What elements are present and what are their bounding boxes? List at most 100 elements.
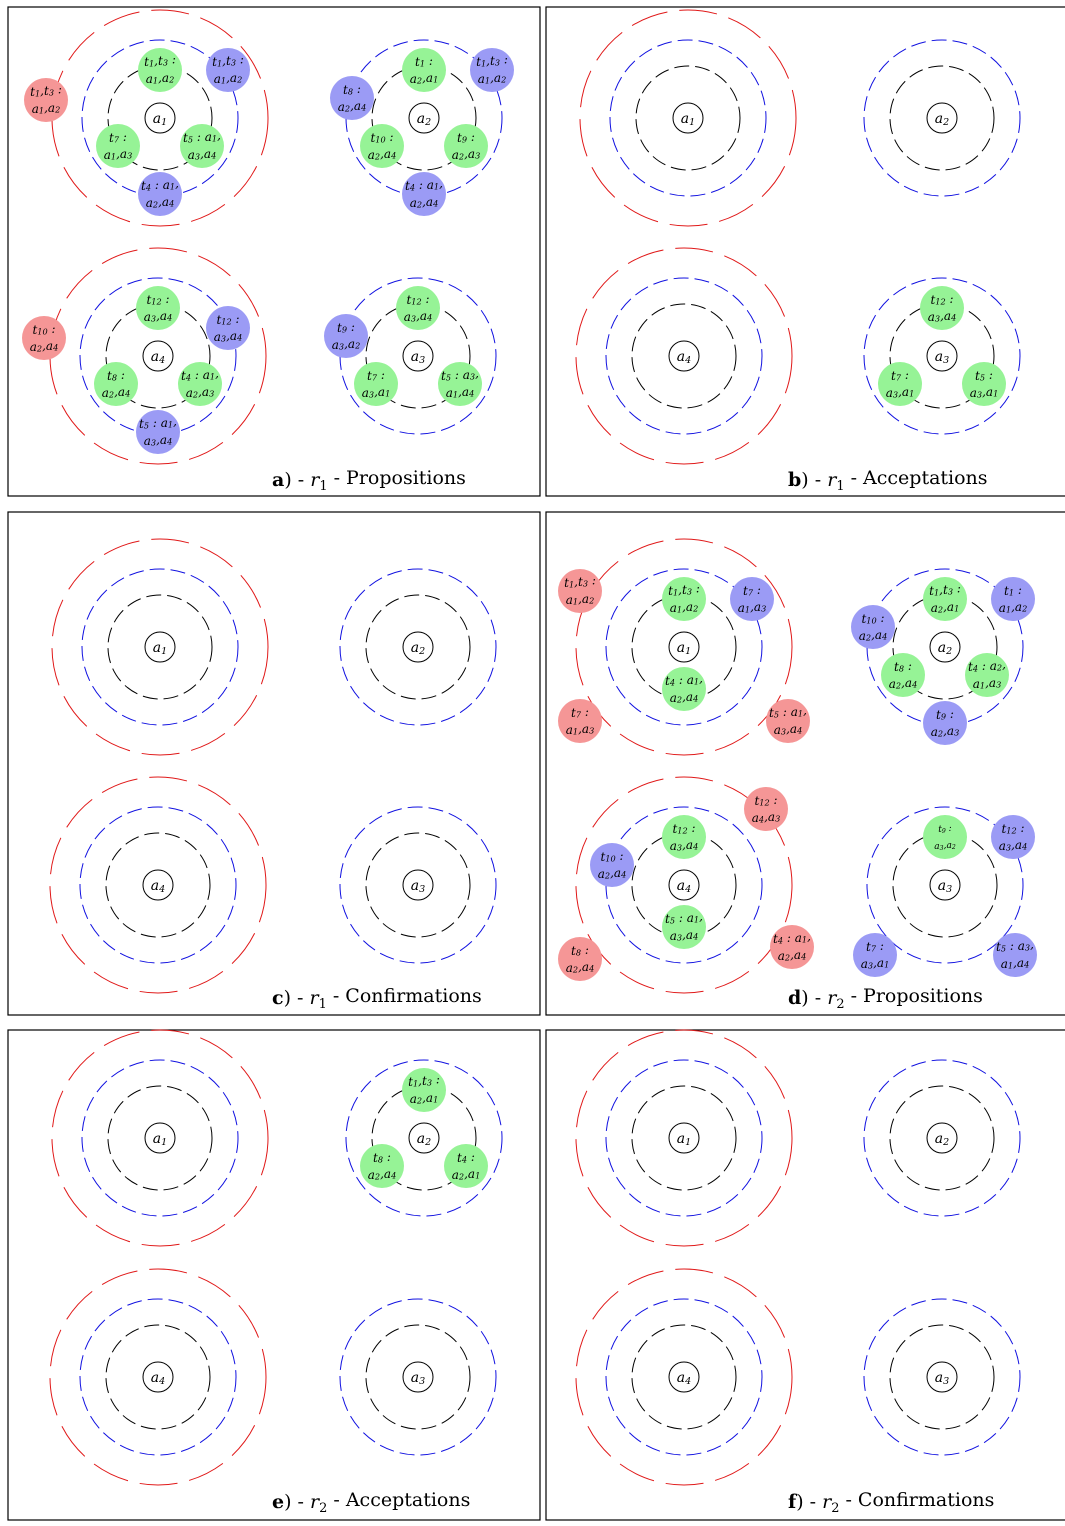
agent-circle — [668, 869, 700, 901]
agent-node-a1: a1​ — [579, 9, 797, 227]
token-bubble — [444, 1144, 488, 1188]
token-bubble — [851, 605, 895, 649]
red-ring — [575, 1268, 793, 1486]
token-green: t1​,t3​ : a1​,a2​ — [662, 577, 706, 621]
agent-circle — [144, 1122, 176, 1154]
token-bubble — [324, 314, 368, 358]
agent-label: a2​ — [417, 1131, 431, 1147]
token-green: t12​ : a3​,a4​ — [396, 286, 440, 330]
agent-circle — [402, 631, 434, 663]
token-label-line: t10​ : — [370, 129, 393, 144]
blue-ring — [609, 39, 767, 197]
black-ring — [889, 1085, 995, 1191]
token-label-line: t5​ : a1​, — [665, 909, 703, 925]
black-ring — [107, 1085, 213, 1191]
token-bubble — [920, 286, 964, 330]
token-label-line: t1​,t3​ : — [929, 581, 961, 597]
agent-node-a1: a1​ — [51, 1029, 269, 1247]
token-label-line: a1​,a2​ — [566, 591, 595, 606]
agent-circle — [668, 340, 700, 372]
agent-node-a3: a3​ — [339, 1298, 497, 1456]
agent-node-a1: a1​ t1​,t3​ : a1​,a2​ t4​ : a1​, a2​,a4​ t7​ … — [558, 538, 810, 756]
token-label-line: t12​ : — [754, 792, 777, 807]
token-label-line: a2​,a4​ — [30, 338, 59, 353]
token-bubble — [558, 937, 602, 981]
token-label-line: t9​ : — [936, 706, 954, 721]
agent-node-a1: a1​ — [575, 1029, 793, 1247]
token-label-line: t8​ : — [894, 658, 912, 673]
token-blue: t1​,t3​ : a1​,a2​ — [470, 48, 514, 92]
token-green: t4​ : a2​,a1​ — [444, 1144, 488, 1188]
agent-node-a1: a1​ — [51, 538, 269, 756]
token-green: t9​ : a3​,a2​ — [923, 815, 967, 859]
token-label-line: t4​ : a2​, — [968, 657, 1006, 673]
agent-label: a3​ — [935, 349, 949, 365]
black-ring — [631, 1085, 737, 1191]
token-label-line: a3​,a4​ — [670, 927, 699, 942]
token-green: t1​,t3​ : a2​,a1​ — [402, 1068, 446, 1112]
token-label-line: t8​ : — [343, 81, 361, 96]
agent-circle — [668, 1361, 700, 1393]
agent-circle — [926, 1361, 958, 1393]
token-label-line: t7​ : — [866, 938, 884, 953]
token-label-line: t5​ : a3​, — [996, 937, 1034, 953]
token-bubble — [993, 933, 1037, 977]
agent-circle — [926, 102, 958, 134]
token-green: t1​,t3​ : a1​,a2​ — [138, 48, 182, 92]
token-label-line: t9​ : — [337, 319, 355, 334]
panel-f: a1​ a2​ a4​ a3​ f) - r2 - Confirmations — [545, 1029, 1065, 1521]
token-label-line: a1​,a2​ — [214, 70, 243, 85]
token-label-line: a3​,a4​ — [214, 328, 243, 343]
agent-circle — [402, 340, 434, 372]
token-label-line: t9​ : — [457, 129, 475, 144]
agent-label: a4​ — [151, 878, 165, 894]
token-label-line: t1​ : — [1004, 582, 1022, 597]
blue-ring — [81, 39, 239, 197]
agent-node-a2: a2​ — [863, 1059, 1021, 1217]
token-label-line: a3​,a1​ — [886, 384, 915, 399]
agent-node-a2: a2​ t1​,t3​ : a2​,a1​ t8​ : a2​,a4​ t4​ : a2​,… — [345, 1059, 503, 1217]
token-label-line: t12​ : — [146, 291, 169, 306]
token-green: t8​ : a2​,a4​ — [94, 362, 138, 406]
black-ring — [631, 1324, 737, 1430]
token-bubble — [206, 48, 250, 92]
token-bubble — [444, 124, 488, 168]
token-bubble — [590, 843, 634, 887]
token-bubble — [402, 1068, 446, 1112]
black-ring — [889, 65, 995, 171]
panel-caption: c) - r1 - Confirmations — [272, 985, 482, 1012]
agent-circle — [144, 631, 176, 663]
token-label-line: a3​,a4​ — [144, 308, 173, 323]
token-bubble — [662, 667, 706, 711]
token-bubble — [766, 699, 810, 743]
token-label-line: a2​,a1​ — [452, 1166, 481, 1181]
token-blue: t7​ : a3​,a1​ — [853, 933, 897, 977]
blue-ring — [339, 806, 497, 964]
agent-node-a2: a2​ t1​ : a2​,a1​ t10​ : a2​,a4​ t9​ : a2​,a3​… — [330, 39, 514, 216]
black-ring — [365, 1324, 471, 1430]
blue-ring — [79, 277, 237, 435]
token-label-line: t1​,t3​ : — [30, 82, 62, 98]
red-ring — [575, 776, 793, 994]
token-label-line: a2​,a1​ — [410, 70, 439, 85]
token-blue: t12​ : a3​,a4​ — [206, 306, 250, 350]
token-label-line: a1​,a2​ — [146, 70, 175, 85]
token-label-line: a2​,a4​ — [566, 959, 595, 974]
token-label-line: t5​ : a1​, — [139, 414, 177, 430]
panel-frame — [7, 1029, 541, 1521]
blue-ring — [81, 568, 239, 726]
token-green: t5​ : a1​, a3​,a4​ — [180, 124, 224, 168]
token-red: t1​,t3​ : a1​,a2​ — [558, 569, 602, 613]
token-label-line: a1​,a3​ — [738, 599, 767, 614]
token-bubble — [402, 48, 446, 92]
token-label-line: t12​ : — [216, 311, 239, 326]
token-blue: t4​ : a1​, a2​,a4​ — [402, 172, 446, 216]
token-label-line: t12​ : — [672, 820, 695, 835]
token-label-line: t7​ : — [891, 367, 909, 382]
agent-circle — [142, 869, 174, 901]
agent-label: a3​ — [411, 878, 425, 894]
token-bubble — [662, 905, 706, 949]
agent-node-a2: a2​ — [863, 39, 1021, 197]
token-bubble — [96, 124, 140, 168]
token-bubble — [991, 577, 1035, 621]
